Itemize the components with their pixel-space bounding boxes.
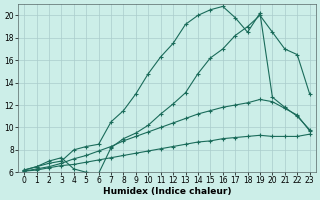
X-axis label: Humidex (Indice chaleur): Humidex (Indice chaleur) bbox=[103, 187, 231, 196]
